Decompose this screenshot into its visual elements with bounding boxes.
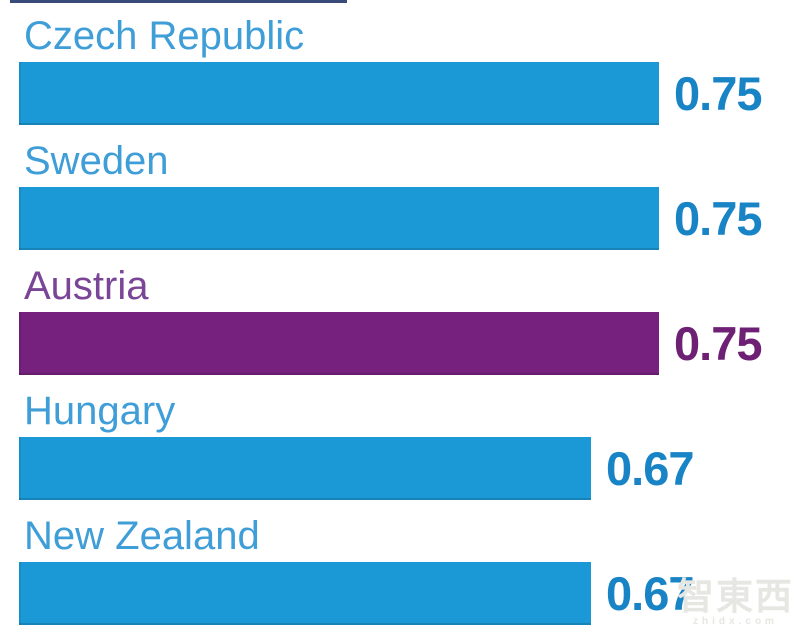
bar-line: 0.75 xyxy=(19,187,800,250)
bar xyxy=(19,562,591,625)
bar-line: 0.67 xyxy=(19,437,800,500)
bar xyxy=(19,437,591,500)
bar-line: 0.67 xyxy=(19,562,800,625)
bar-label: Sweden xyxy=(24,139,169,183)
bar-value: 0.75 xyxy=(674,192,762,245)
bar-value: 0.67 xyxy=(606,567,694,620)
bar-label: New Zealand xyxy=(24,514,260,558)
bar-row: Austria 0.75 xyxy=(0,262,800,387)
bar xyxy=(19,187,659,250)
bar xyxy=(19,312,659,375)
bar xyxy=(19,62,659,125)
bar-label: Austria xyxy=(24,264,149,308)
bar-label: Czech Republic xyxy=(24,14,305,58)
bar-value: 0.67 xyxy=(606,442,694,495)
watermark-domain: zhidx.com xyxy=(693,616,778,627)
bar-row: Czech Republic 0.75 xyxy=(0,12,800,137)
bar-row: Hungary 0.67 xyxy=(0,387,800,512)
watermark: 智東西 zhidx.com xyxy=(677,578,794,628)
cropped-text-fragment xyxy=(10,0,347,3)
bar-row: Sweden 0.75 xyxy=(0,137,800,262)
bar-value: 0.75 xyxy=(674,67,762,120)
bar-row: New Zealand 0.67 xyxy=(0,512,800,636)
bar-value: 0.75 xyxy=(674,317,762,370)
bar-line: 0.75 xyxy=(19,312,800,375)
watermark-logo: 智東西 xyxy=(677,576,794,617)
bar-label: Hungary xyxy=(24,389,176,433)
bar-line: 0.75 xyxy=(19,62,800,125)
